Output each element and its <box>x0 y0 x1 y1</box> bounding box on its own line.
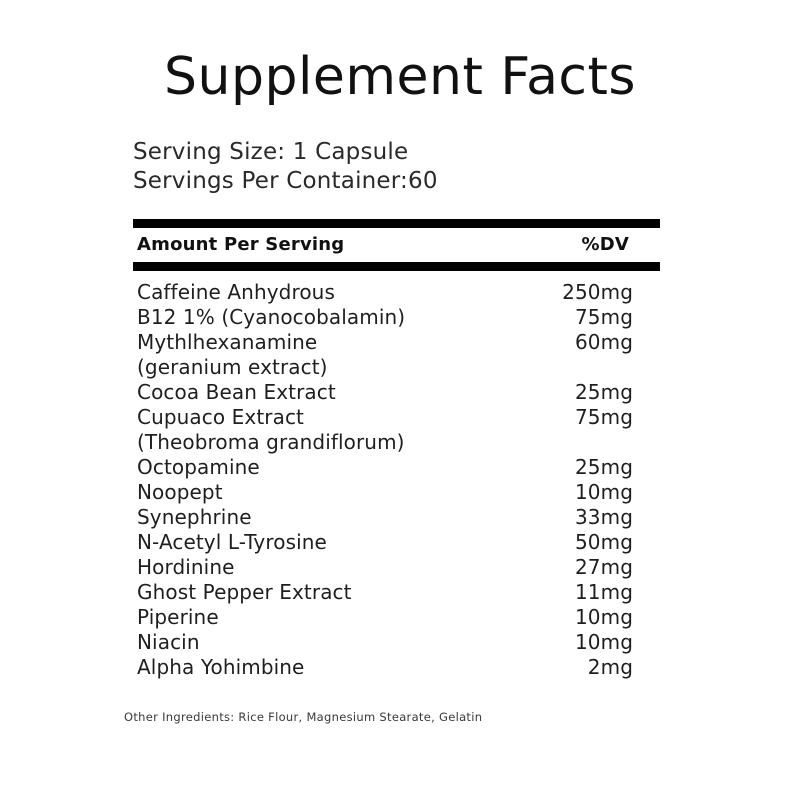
ingredient-name: B12 1% (Cyanocobalamin) <box>137 305 406 329</box>
table-row: Octopamine 25mg <box>133 455 660 480</box>
table-header-rule <box>133 262 660 271</box>
table-row: Hordinine 27mg <box>133 555 660 580</box>
ingredient-amount: 75mg <box>574 405 633 429</box>
table-row: Mythlhexanamine 60mg <box>133 330 660 355</box>
serving-info: Serving Size: 1 Capsule Servings Per Con… <box>133 138 438 196</box>
ingredient-name: Noopept <box>137 480 223 504</box>
ingredient-amount: 75mg <box>574 305 633 329</box>
other-ingredients: Other Ingredients: Rice Flour, Magnesium… <box>124 710 483 724</box>
table-row: (geranium extract) <box>133 355 660 380</box>
supplement-facts-table: Amount Per Serving %DV Caffeine Anhydrou… <box>133 219 660 680</box>
ingredient-rows: Caffeine Anhydrous 250mg B12 1% (Cyanocoba… <box>133 271 660 680</box>
ingredient-name: (geranium extract) <box>137 355 328 379</box>
column-header-percent-dv: %DV <box>581 234 629 255</box>
ingredient-amount: 60mg <box>574 330 633 354</box>
page-title: Supplement Facts <box>163 47 636 107</box>
ingredient-name: Octopamine <box>137 455 260 479</box>
ingredient-name: Niacin <box>137 630 200 654</box>
servings-per-container: Servings Per Container:60 <box>133 168 438 194</box>
ingredient-amount: 10mg <box>574 480 633 504</box>
ingredient-amount: 33mg <box>574 505 633 529</box>
table-row: Caffeine Anhydrous 250mg <box>133 280 660 305</box>
ingredient-amount: 50mg <box>574 530 633 554</box>
ingredient-name: Ghost Pepper Extract <box>137 580 352 604</box>
ingredient-name: Caffeine Anhydrous <box>137 280 335 304</box>
ingredient-name: (Theobroma grandiflorum) <box>137 430 405 454</box>
ingredient-amount: 27mg <box>574 555 633 579</box>
table-row: Cupuaco Extract 75mg <box>133 405 660 430</box>
ingredient-amount: 250mg <box>562 280 633 304</box>
table-row: Niacin 10mg <box>133 630 660 655</box>
ingredient-amount: 2mg <box>587 655 633 679</box>
table-top-rule <box>133 219 660 228</box>
ingredient-amount: 25mg <box>574 455 633 479</box>
table-row: Synephrine 33mg <box>133 505 660 530</box>
ingredient-name: Piperine <box>137 605 219 629</box>
table-row: Cocoa Bean Extract 25mg <box>133 380 660 405</box>
ingredient-name: Cocoa Bean Extract <box>137 380 336 404</box>
table-row: Alpha Yohimbine 2mg <box>133 655 660 680</box>
ingredient-name: Cupuaco Extract <box>137 405 304 429</box>
ingredient-name: Hordinine <box>137 555 235 579</box>
table-column-headers: Amount Per Serving %DV <box>133 228 660 262</box>
ingredient-amount: 11mg <box>574 580 633 604</box>
serving-size: Serving Size: 1 Capsule <box>133 139 409 165</box>
ingredient-name: Alpha Yohimbine <box>137 655 305 679</box>
table-row: Noopept 10mg <box>133 480 660 505</box>
table-row: (Theobroma grandiflorum) <box>133 430 660 455</box>
table-row: Piperine 10mg <box>133 605 660 630</box>
ingredient-name: Synephrine <box>137 505 252 529</box>
ingredient-amount: 10mg <box>574 630 633 654</box>
table-row: B12 1% (Cyanocobalamin) 75mg <box>133 305 660 330</box>
column-header-amount-per-serving: Amount Per Serving <box>137 234 345 255</box>
table-row: Ghost Pepper Extract 11mg <box>133 580 660 605</box>
ingredient-amount: 10mg <box>574 605 633 629</box>
ingredient-amount: 25mg <box>574 380 633 404</box>
table-row: N-Acetyl L-Tyrosine 50mg <box>133 530 660 555</box>
ingredient-name: N-Acetyl L-Tyrosine <box>137 530 327 554</box>
ingredient-name: Mythlhexanamine <box>137 330 318 354</box>
